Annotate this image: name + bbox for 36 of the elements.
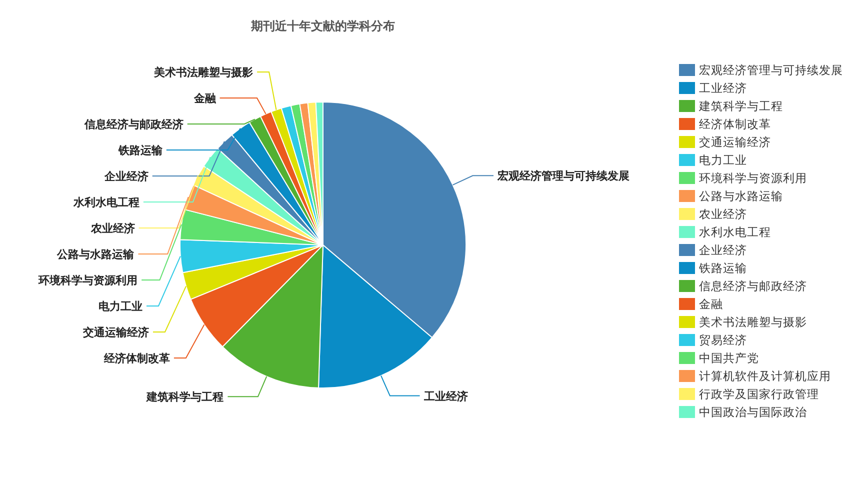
slice-label: 交通运输经济 xyxy=(82,326,149,339)
legend-label: 农业经济 xyxy=(699,207,747,221)
legend-label: 金融 xyxy=(699,298,723,311)
legend-label: 工业经济 xyxy=(699,81,747,95)
slice-label: 经济体制改革 xyxy=(102,352,170,365)
slice-label: 农业经济 xyxy=(90,222,135,235)
slice-label: 企业经济 xyxy=(103,170,148,183)
legend-label: 贸易经济 xyxy=(699,333,747,347)
legend-label: 企业经济 xyxy=(699,243,747,257)
slice-label: 建筑科学与工程 xyxy=(146,390,224,404)
slice-label: 电力工业 xyxy=(98,300,143,313)
legend-label: 环境科学与资源利用 xyxy=(699,171,807,185)
slice-label: 工业经济 xyxy=(422,390,468,403)
legend-label: 信息经济与邮政经济 xyxy=(699,279,807,293)
legend-label: 电力工业 xyxy=(699,154,747,167)
slice-label: 水利水电工程 xyxy=(72,196,140,209)
legend-label: 计算机软件及计算机应用 xyxy=(699,369,831,383)
legend-label: 经济体制改革 xyxy=(699,117,771,131)
slice-label: 信息经济与邮政经济 xyxy=(83,118,184,131)
legend-label: 水利水电工程 xyxy=(699,226,771,239)
chart-title: 期刊近十年文献的学科分布 xyxy=(250,19,395,33)
slice-label: 铁路运输 xyxy=(117,144,164,157)
slice-label: 公路与水路运输 xyxy=(56,248,136,261)
legend-label: 美术书法雕塑与摄影 xyxy=(699,315,807,329)
legend-label: 建筑科学与工程 xyxy=(698,100,783,113)
legend-label: 宏观经济管理与可持续发展 xyxy=(699,63,843,77)
slice-label: 美术书法雕塑与摄影 xyxy=(153,66,254,79)
slice-label: 宏观经济管理与可持续发展 xyxy=(496,170,630,183)
legend-label: 中国共产党 xyxy=(699,351,759,365)
slice-label: 金融 xyxy=(192,92,217,105)
slice-label: 环境科学与资源利用 xyxy=(38,274,138,287)
legend-label: 中国政治与国际政治 xyxy=(699,406,807,419)
legend-label: 交通运输经济 xyxy=(699,135,771,149)
legend-label: 铁路运输 xyxy=(698,262,747,275)
legend-label: 行政学及国家行政管理 xyxy=(699,387,819,401)
legend-label: 公路与水路运输 xyxy=(699,190,783,203)
